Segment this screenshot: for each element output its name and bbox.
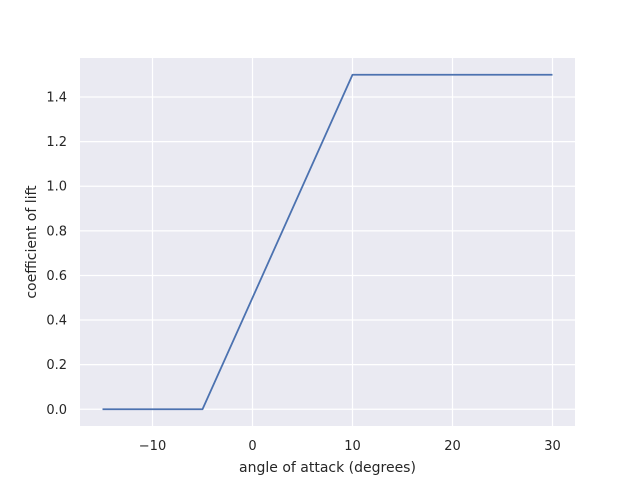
x-tick-label: 0	[248, 439, 256, 454]
x-tick-labels: −10 0 10 20 30	[139, 439, 561, 454]
y-tick-label: 0.8	[46, 224, 67, 239]
y-tick-label: 1.4	[46, 91, 67, 106]
x-tick-label: 30	[544, 439, 561, 454]
y-tick-label: 1.2	[46, 135, 67, 150]
y-tick-labels: 0.0 0.2 0.4 0.6 0.8 1.0 1.2 1.4	[46, 91, 67, 418]
series-group	[102, 73, 553, 411]
y-tick-label: 0.0	[46, 403, 67, 418]
y-axis-label: coefficient of lift	[24, 185, 40, 299]
y-tick-label: 1.0	[46, 180, 67, 195]
series-line	[102, 73, 553, 411]
x-tick-label: −10	[139, 439, 166, 454]
y-tick-label: 0.2	[46, 358, 67, 373]
x-axis-label: angle of attack (degrees)	[239, 460, 416, 476]
x-tick-label: 20	[444, 439, 461, 454]
y-tick-label: 0.6	[46, 269, 67, 284]
y-tick-label: 0.4	[46, 314, 67, 329]
plot-area	[80, 58, 575, 426]
x-tick-label: 10	[344, 439, 361, 454]
